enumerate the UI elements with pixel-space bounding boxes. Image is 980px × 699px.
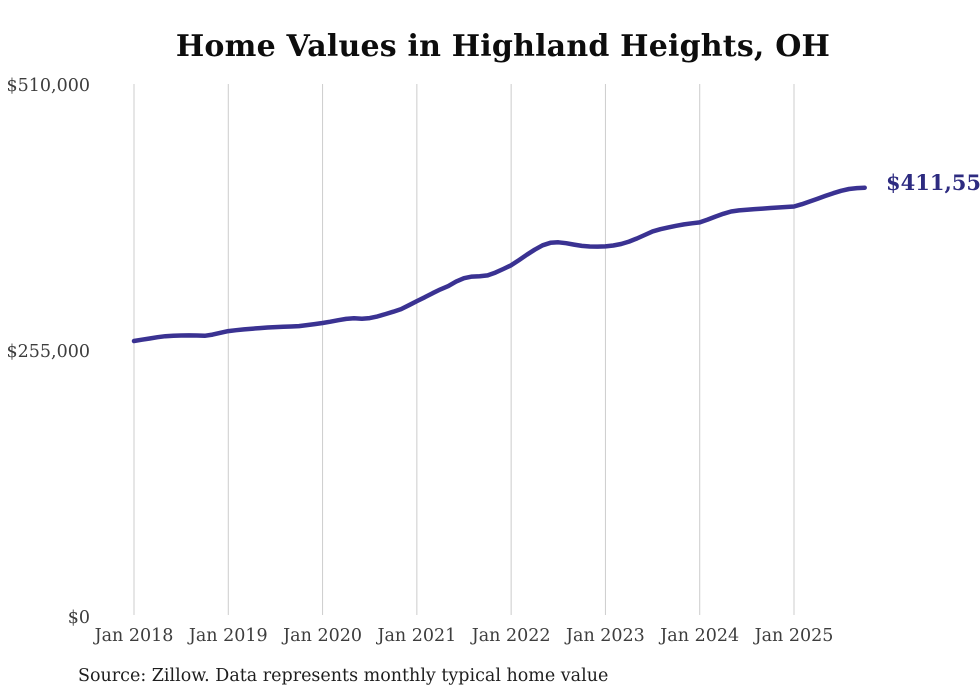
y-tick-label: $255,000 [6, 342, 90, 362]
value-line [131, 185, 867, 344]
x-tick-label: Jan 2022 [470, 626, 551, 646]
x-tick-label: Jan 2025 [753, 626, 834, 646]
y-tick-label: $0 [68, 608, 90, 628]
x-tick-label: Jan 2024 [658, 626, 739, 646]
source-note: Source: Zillow. Data represents monthly … [78, 666, 609, 686]
x-tick-label: Jan 2018 [93, 626, 174, 646]
x-tick-label: Jan 2020 [281, 626, 362, 646]
x-tick-label: Jan 2019 [187, 626, 268, 646]
x-tick-label: Jan 2023 [564, 626, 645, 646]
latest-value-label: $411,552 [886, 170, 980, 195]
chart-title: Home Values in Highland Heights, OH [175, 29, 831, 64]
x-tick-label: Jan 2021 [375, 626, 456, 646]
y-tick-label: $510,000 [6, 76, 90, 96]
